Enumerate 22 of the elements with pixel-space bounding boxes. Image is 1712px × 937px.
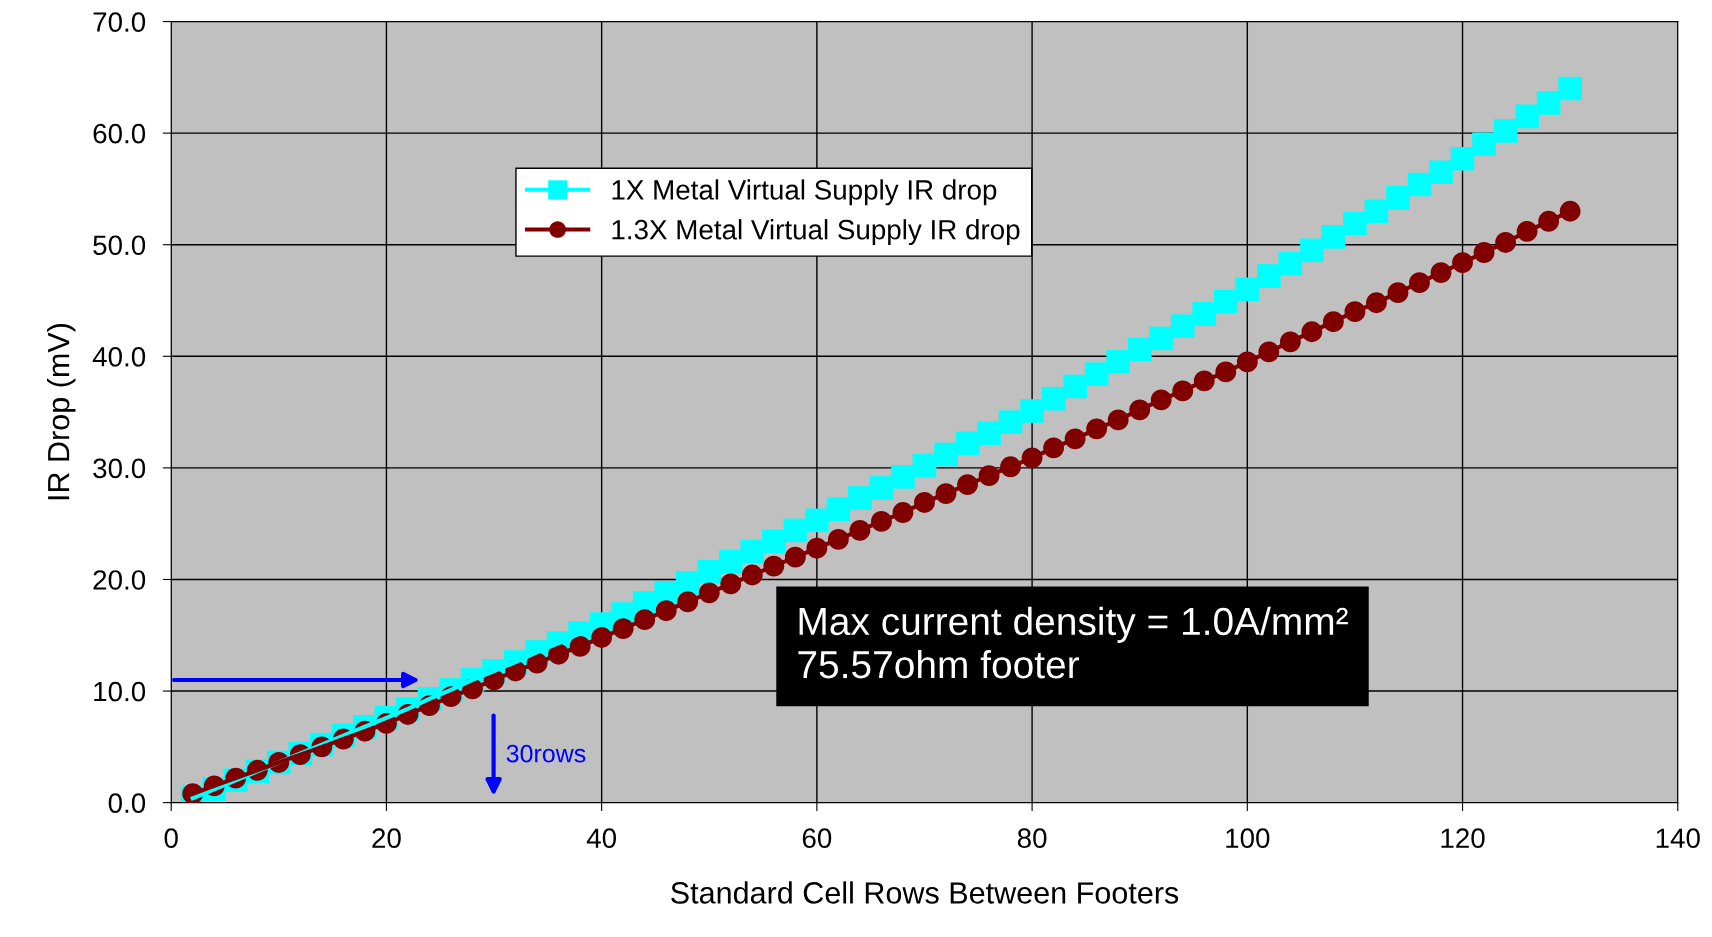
legend-label: 1.3X Metal Virtual Supply IR drop — [612, 219, 1020, 246]
annotation: 30rows — [506, 744, 586, 763]
y-tick-label: 60.0 — [93, 123, 146, 144]
y-tick-label: 20.0 — [93, 570, 146, 590]
y-tick-label: 30.0 — [93, 458, 146, 479]
annotation: Max current density = 1.0A/mm² 75.57ohm footer — [798, 606, 1348, 679]
x-tick-label: 40 — [586, 828, 617, 849]
y-tick-label: 70.0 — [93, 12, 146, 32]
y-tick-label: 50.0 — [93, 235, 146, 256]
y-tick-label: 10.0 — [94, 681, 146, 702]
x-tick-label: 80 — [1017, 828, 1047, 849]
y-tick-label: 40.0 — [92, 346, 146, 367]
x-tick-label: 140 — [1656, 828, 1700, 849]
x-tick-label: 60 — [802, 828, 832, 849]
x-tick-label: 0 — [164, 828, 178, 849]
legend-label: 1X Metal Virtual Supply IR drop — [612, 179, 997, 206]
x-tick-label: 120 — [1441, 828, 1485, 849]
y-axis-title: IR Drop (mV) — [46, 324, 76, 500]
y-tick-label: 0.0 — [108, 793, 146, 813]
x-tick-label: 20 — [372, 828, 401, 849]
x-axis-title: Standard Cell Rows Between Footers — [671, 881, 1179, 904]
x-tick-label: 100 — [1226, 828, 1270, 849]
